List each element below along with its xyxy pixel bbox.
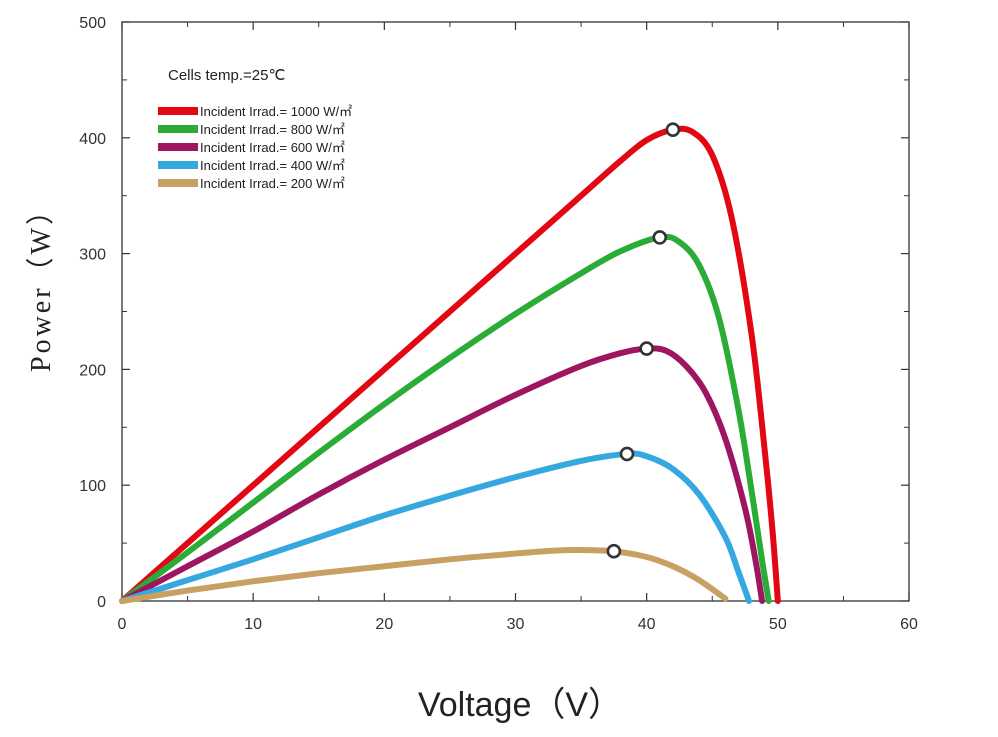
x-tick-label: 40 [638, 616, 656, 633]
axis-ticks [121, 21, 910, 602]
series-400-line [119, 450, 752, 604]
series-800-legend-swatch [158, 125, 198, 133]
series-curves [119, 125, 781, 604]
series-200-legend-swatch [158, 179, 198, 187]
temperature-annotation: Cells temp.=25℃ [168, 67, 285, 84]
x-tick-label: 30 [507, 616, 525, 633]
series-600-legend-swatch [158, 143, 198, 151]
series-1000-mpp-point [665, 122, 681, 137]
y-tick-label: 200 [79, 362, 106, 379]
x-tick-label: 10 [244, 616, 262, 633]
legend: Incident Irrad.= 1000 W/㎡ Incident Irrad.… [158, 104, 352, 191]
series-400-mpp-point [619, 446, 635, 462]
x-tick-label: 20 [375, 616, 393, 633]
x-tick-label: 0 [118, 616, 127, 633]
series-200-mpp-point [606, 543, 622, 559]
axis-tick-labels: 0 10 20 30 40 50 60 0 100 200 300 400 500 [79, 15, 918, 633]
y-axis-label: Power（W） [25, 194, 57, 372]
series-200-line [119, 547, 729, 604]
series-600-line [119, 345, 766, 604]
series-600-legend-label: Incident Irrad.= 600 W/㎡ [200, 140, 345, 155]
y-tick-label: 300 [79, 247, 106, 264]
series-800-legend-label: Incident Irrad.= 800 W/㎡ [200, 122, 345, 137]
series-1000-legend-label: Incident Irrad.= 1000 W/㎡ [200, 104, 352, 119]
series-200-legend-label: Incident Irrad.= 200 W/㎡ [200, 176, 345, 191]
series-400-legend-swatch [158, 161, 198, 169]
series-800-line [119, 233, 772, 604]
x-tick-label: 60 [900, 616, 918, 633]
series-1000-line [119, 125, 781, 604]
series-400-legend-label: Incident Irrad.= 400 W/㎡ [200, 158, 345, 173]
series-600-mpp-point [639, 341, 654, 356]
y-tick-label: 400 [79, 131, 106, 148]
series-800-mpp-point [652, 230, 668, 245]
x-axis-label: Voltage（V） [418, 686, 622, 724]
y-tick-label: 0 [97, 594, 106, 611]
max-power-points [606, 122, 681, 559]
y-tick-label: 500 [79, 15, 106, 32]
y-tick-label: 100 [79, 478, 106, 495]
x-tick-label: 50 [769, 616, 787, 633]
series-1000-legend-swatch [158, 107, 198, 115]
